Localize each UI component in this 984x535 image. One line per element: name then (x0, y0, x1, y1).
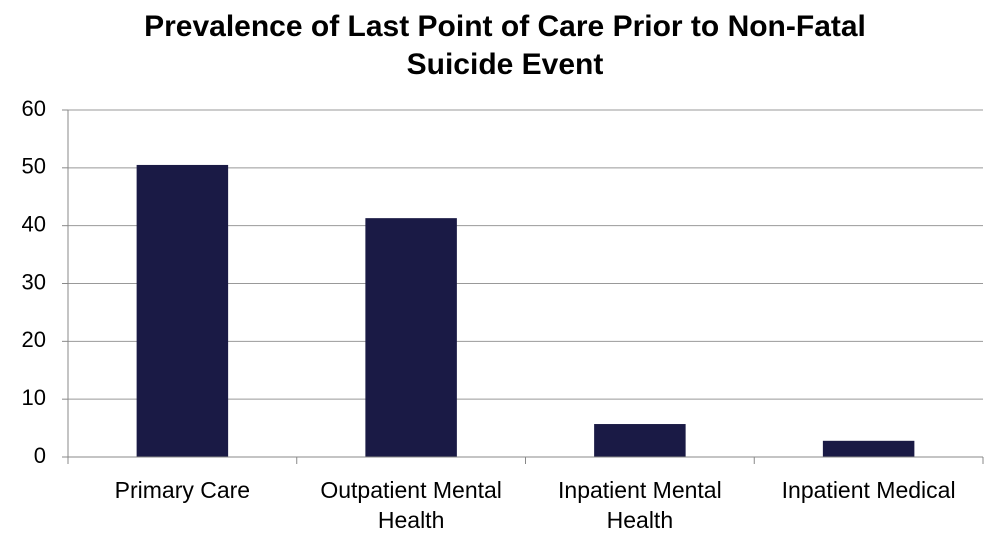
y-tick-label: 40 (22, 211, 46, 236)
bar (136, 164, 229, 458)
bar (822, 440, 915, 457)
y-tick-label: 0 (34, 443, 46, 468)
y-tick-label: 10 (22, 385, 46, 410)
x-tick-label: Primary Care (114, 477, 251, 503)
y-tick-label: 30 (22, 269, 46, 294)
bar (594, 424, 686, 457)
x-tick-label: Inpatient Mental Health (558, 477, 722, 533)
y-tick-label: 50 (22, 154, 46, 179)
x-tick-label: Inpatient Medical (781, 477, 956, 503)
chart-title: Prevalence of Last Point of Care Prior t… (144, 10, 866, 81)
y-tick-label: 60 (22, 96, 46, 121)
bar (365, 218, 457, 457)
y-tick-label: 20 (22, 327, 46, 352)
x-tick-label: Outpatient Mental Health (320, 477, 502, 533)
